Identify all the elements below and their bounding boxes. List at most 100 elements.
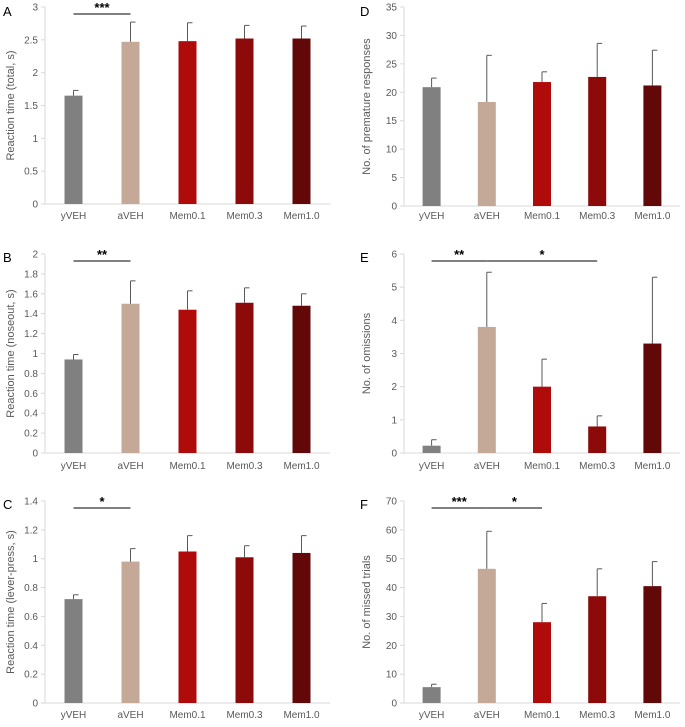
bar-mem0-3 (235, 38, 254, 204)
bar-aveh (121, 41, 140, 205)
bar-mem0-1 (533, 622, 551, 703)
y-axis-label: Reaction time (total, s) (5, 50, 17, 160)
y-axis-label: No. of omissions (361, 312, 373, 394)
x-tick-label: Mem1.0 (634, 461, 671, 472)
y-tick-label: 25 (386, 59, 398, 70)
panel-letter: D (360, 4, 369, 19)
bar-mem0-1 (533, 82, 551, 206)
significance-label: * (539, 247, 545, 262)
x-tick-label: Mem0.3 (226, 461, 263, 472)
y-tick-label: 1.6 (24, 289, 38, 300)
x-tick-label: Mem0.3 (579, 211, 616, 222)
x-tick-label: Mem0.3 (579, 461, 616, 472)
y-tick-label: 0.5 (24, 167, 38, 178)
y-tick-label: 1 (32, 134, 38, 145)
bar-mem0-1 (178, 551, 197, 703)
y-tick-label: 0 (32, 699, 38, 710)
x-tick-label: Mem0.1 (524, 461, 561, 472)
y-axis-label: No. of missed trials (361, 555, 373, 649)
x-tick-label: yVEH (419, 461, 445, 472)
significance-label: * (99, 494, 105, 509)
y-tick-label: 1.4 (24, 309, 38, 320)
bar-yveh (422, 445, 441, 453)
x-tick-label: yVEH (419, 211, 445, 222)
y-tick-label: 1.4 (24, 497, 38, 508)
x-tick-label: aVEH (474, 461, 500, 472)
y-tick-label: 2 (32, 68, 38, 79)
bar-aveh (477, 101, 496, 206)
y-tick-label: 0 (391, 449, 397, 460)
x-tick-label: yVEH (61, 710, 87, 721)
significance-label: ** (97, 247, 108, 262)
x-tick-label: Mem1.0 (283, 710, 320, 721)
y-tick-label: 1.2 (24, 525, 38, 536)
y-tick-label: 1 (32, 349, 38, 360)
y-axis-label: Reaction time (noseout, s) (5, 289, 17, 417)
x-tick-label: yVEH (419, 710, 445, 721)
x-tick-label: Mem1.0 (283, 211, 320, 222)
x-tick-label: Mem0.3 (226, 211, 263, 222)
y-tick-label: 1 (32, 554, 38, 565)
y-tick-label: 20 (386, 641, 398, 652)
bar-yveh (64, 359, 83, 453)
bar-mem0-1 (178, 309, 197, 453)
bar-aveh (121, 561, 140, 703)
bar-mem1-0 (292, 552, 311, 703)
bar-aveh (477, 326, 496, 453)
bar-yveh (422, 87, 441, 206)
y-tick-label: 3 (391, 349, 397, 360)
y-tick-label: 1.5 (24, 101, 38, 112)
y-tick-label: 40 (386, 583, 398, 594)
y-axis-label: Reaction time (lever-press, s) (5, 530, 17, 674)
y-tick-label: 0 (391, 202, 397, 213)
panel-b: B 0 0.2 0.4 0.6 0.8 1 1.2 1.4 1.6 1.8 2 Reaction tim… (3, 247, 330, 472)
x-tick-label: Mem0.1 (169, 211, 206, 222)
x-tick-label: Mem0.1 (524, 211, 561, 222)
y-tick-label: 0.6 (24, 612, 38, 623)
x-tick-label: yVEH (61, 461, 87, 472)
bar-mem0-3 (588, 76, 607, 206)
significance-label: * (512, 494, 518, 509)
y-tick-label: 4 (391, 316, 397, 327)
panel-letter: A (3, 4, 12, 19)
panel-c: C 0 0.2 0.4 0.6 0.8 1 1.2 1.4 Reaction time (leve… (3, 494, 330, 721)
y-tick-label: 1.2 (24, 329, 38, 340)
x-tick-label: Mem0.1 (169, 710, 206, 721)
x-tick-label: aVEH (474, 710, 500, 721)
bar-mem1-0 (292, 305, 311, 453)
bar-mem0-1 (178, 41, 197, 204)
bar-yveh (64, 599, 83, 703)
y-tick-label: 50 (386, 554, 398, 565)
x-tick-label: Mem1.0 (283, 461, 320, 472)
y-tick-label: 2 (391, 382, 397, 393)
x-tick-label: aVEH (117, 461, 143, 472)
x-tick-label: Mem0.3 (579, 710, 616, 721)
panel-e: E 0 1 2 3 4 5 6 No. of omissions yVEH aVEH Mem0.1 Me… (360, 247, 680, 472)
y-tick-label: 2.5 (24, 35, 38, 46)
bar-mem0-3 (235, 557, 254, 703)
panel-a: A 0 0.5 1 1.5 2 2.5 3 Reaction time (total, s) yV… (3, 0, 330, 222)
bar-yveh (422, 687, 441, 703)
x-tick-label: Mem0.3 (226, 710, 263, 721)
bar-yveh (64, 95, 83, 204)
bar-aveh (477, 568, 496, 703)
y-tick-label: 35 (386, 3, 398, 14)
bar-mem0-3 (235, 302, 254, 453)
y-tick-label: 0.2 (24, 429, 38, 440)
y-tick-label: 30 (386, 31, 398, 42)
y-tick-label: 3 (32, 3, 38, 14)
y-tick-label: 0.2 (24, 670, 38, 681)
x-tick-label: aVEH (474, 211, 500, 222)
x-tick-label: yVEH (61, 211, 87, 222)
significance-label: *** (94, 0, 110, 15)
y-axis-label: No. of premature responses (361, 38, 373, 175)
bar-mem1-0 (643, 343, 662, 453)
significance-label: ** (454, 247, 465, 262)
y-tick-label: 20 (386, 88, 398, 99)
bar-mem0-1 (533, 386, 551, 453)
y-tick-label: 70 (386, 497, 398, 508)
bar-mem1-0 (292, 38, 311, 204)
y-tick-label: 0.4 (24, 409, 38, 420)
